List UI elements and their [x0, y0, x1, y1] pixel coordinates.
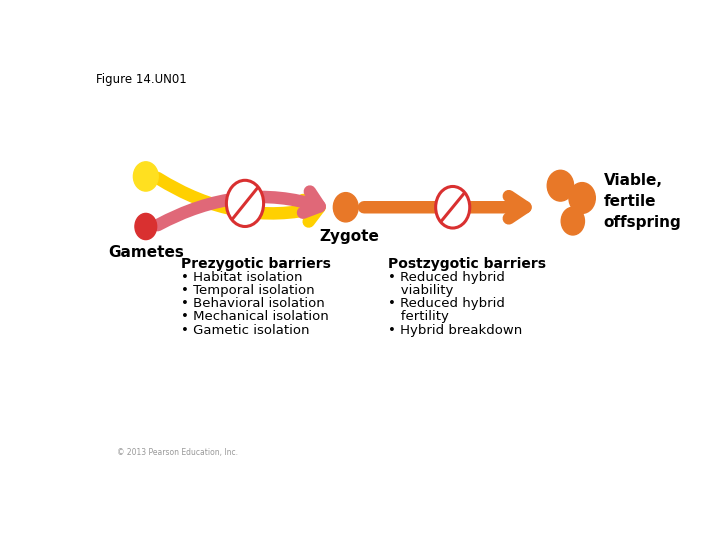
Ellipse shape	[569, 183, 595, 213]
Text: Gametes: Gametes	[108, 245, 184, 260]
Ellipse shape	[561, 207, 585, 235]
Text: • Behavioral isolation: • Behavioral isolation	[181, 298, 325, 310]
Text: • Reduced hybrid: • Reduced hybrid	[388, 298, 505, 310]
Ellipse shape	[333, 193, 358, 222]
Ellipse shape	[133, 162, 158, 191]
Text: viability: viability	[388, 284, 454, 297]
Text: fertility: fertility	[388, 310, 449, 323]
Ellipse shape	[436, 186, 469, 228]
Text: Viable,
fertile
offspring: Viable, fertile offspring	[604, 173, 682, 230]
Text: Zygote: Zygote	[320, 229, 379, 244]
Text: Figure 14.UN01: Figure 14.UN01	[96, 72, 187, 85]
Text: • Hybrid breakdown: • Hybrid breakdown	[388, 323, 523, 336]
Text: Postzygotic barriers: Postzygotic barriers	[388, 257, 546, 271]
Ellipse shape	[226, 180, 264, 226]
Text: • Temporal isolation: • Temporal isolation	[181, 284, 315, 297]
FancyArrowPatch shape	[158, 178, 320, 221]
Text: Prezygotic barriers: Prezygotic barriers	[181, 257, 331, 271]
Ellipse shape	[547, 170, 574, 201]
Text: • Gametic isolation: • Gametic isolation	[181, 323, 310, 336]
FancyArrowPatch shape	[158, 192, 320, 225]
Text: © 2013 Pearson Education, Inc.: © 2013 Pearson Education, Inc.	[117, 449, 238, 457]
FancyArrowPatch shape	[364, 196, 526, 218]
Ellipse shape	[135, 213, 157, 240]
Text: • Reduced hybrid: • Reduced hybrid	[388, 271, 505, 284]
Text: • Habitat isolation: • Habitat isolation	[181, 271, 303, 284]
Text: • Mechanical isolation: • Mechanical isolation	[181, 310, 329, 323]
